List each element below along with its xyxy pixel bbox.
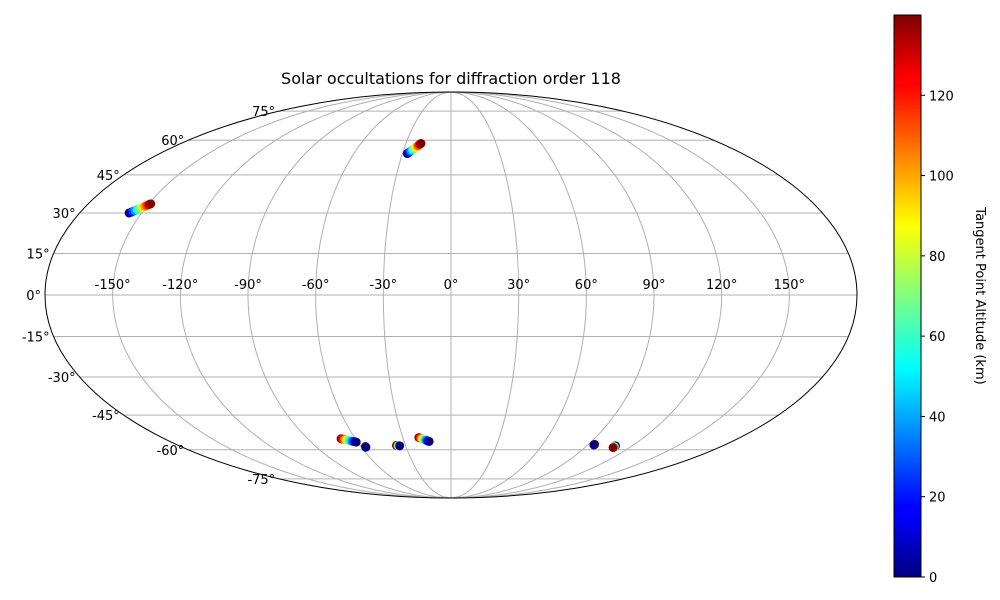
y-tick-label: -15° <box>22 331 50 346</box>
y-tick-label: 45° <box>97 169 120 184</box>
data-point <box>608 443 618 453</box>
data-point <box>416 138 426 148</box>
colorbar-tick-label: 40 <box>929 410 946 425</box>
colorbar-tick-label: 100 <box>929 170 954 185</box>
x-tick-label: 90° <box>642 278 665 293</box>
x-tick-label: 30° <box>507 278 530 293</box>
grid <box>45 91 857 499</box>
x-tick-label: 150° <box>774 278 805 293</box>
data-point <box>146 199 156 209</box>
data-point <box>395 441 405 451</box>
data-point <box>589 440 599 450</box>
data-point <box>351 437 361 447</box>
x-tick-label: 0° <box>444 278 459 293</box>
colorbar-label: Tangent Point Altitude (km) <box>972 206 987 384</box>
map-boundary <box>44 91 858 499</box>
x-tick-label: -30° <box>369 278 397 293</box>
x-tick-label: -90° <box>234 278 262 293</box>
chart-title: Solar occultations for diffraction order… <box>281 69 621 88</box>
y-tick-label: 15° <box>27 247 50 262</box>
colorbar: 0 20 40 60 80 100 120 Tangent Point Altitude (… <box>893 14 987 586</box>
data-point <box>424 436 434 446</box>
y-tick-label: -75° <box>247 473 275 488</box>
data-point <box>361 442 371 452</box>
x-tick-labels: -150° -120° -90° -60° -30° 0° 30° 60° 90° 120° 150… <box>95 278 805 293</box>
x-tick-label: 60° <box>575 278 598 293</box>
colorbar-tick-label: 120 <box>929 89 954 104</box>
x-tick-label: -60° <box>302 278 330 293</box>
data-points <box>124 138 621 453</box>
x-tick-label: -150° <box>95 278 131 293</box>
colorbar-tick-label: 60 <box>929 330 946 345</box>
y-tick-label: 0° <box>26 289 41 304</box>
y-tick-label: 30° <box>53 207 76 222</box>
x-tick-label: -120° <box>162 278 198 293</box>
colorbar-tick-label: 0 <box>929 571 937 586</box>
colorbar-tick-label: 20 <box>929 491 946 506</box>
map-outline <box>44 91 858 499</box>
colorbar-ticks: 0 20 40 60 80 100 120 <box>921 89 954 586</box>
y-tick-label: -60° <box>157 444 185 459</box>
y-tick-label: 60° <box>161 134 184 149</box>
y-tick-label: -45° <box>92 409 120 424</box>
x-tick-label: 120° <box>706 278 737 293</box>
colorbar-gradient <box>893 14 922 578</box>
y-tick-label: -30° <box>48 371 76 386</box>
colorbar-tick-label: 80 <box>929 250 946 265</box>
